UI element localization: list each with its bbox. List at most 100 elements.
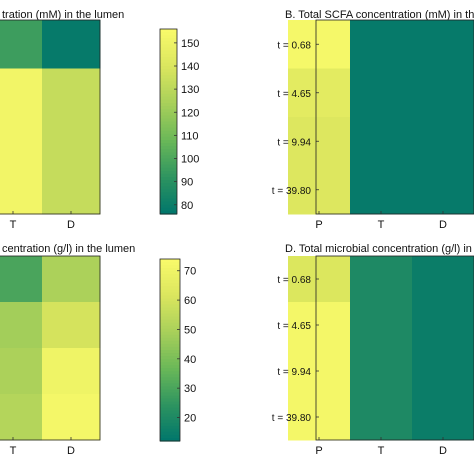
- panel-c-cell: [0, 348, 43, 395]
- panel-c-colorbar-segment: [160, 301, 180, 306]
- panel-c-colorbar-segment: [160, 289, 180, 293]
- panel-c-colorbar-segment: [160, 286, 180, 290]
- panel-a-colorbar-segment: [160, 81, 177, 86]
- panel-c-colorbar-segment: [160, 410, 180, 415]
- panel-a-colorbar-segment: [160, 106, 177, 110]
- panel-d-cell: [412, 348, 474, 395]
- panel-a-colorbar-segment: [160, 170, 177, 175]
- panel-c-colorbar-segment: [160, 368, 180, 372]
- panel-c-colorbar-frame: [159, 258, 181, 442]
- panel-c-colorbar-segment: [160, 353, 180, 357]
- panel-a-colorbar-segment: [160, 210, 177, 215]
- panel-c-colorbar-segment: [160, 413, 180, 418]
- panel-c-colorbar-segment: [160, 337, 180, 342]
- panel-b-cell: [412, 68, 474, 118]
- panel-c-colorbar-segment: [160, 389, 180, 394]
- panel-c-cell: [42, 394, 101, 441]
- panel-a-colorbar-segment: [160, 99, 177, 104]
- panel-c-cell: [42, 302, 101, 349]
- panel-a-colorbar-segment: [160, 201, 177, 206]
- panel-c-colorbar-segment: [160, 331, 180, 336]
- panel-c-colorbar-segment: [160, 313, 180, 318]
- panel-a-cell: [0, 20, 43, 69]
- panel-a-colorbar-segment: [160, 66, 177, 70]
- panel-a-colorbar-tick-label: 150: [181, 38, 199, 50]
- panel-c-colorbar-segment: [160, 334, 180, 339]
- panel-a-colorbar-segment: [160, 56, 177, 61]
- panel-a-colorbar-segment: [160, 180, 177, 184]
- panel-a-colorbar-segment: [160, 93, 177, 98]
- panel-c-colorbar-tick-label: 20: [184, 413, 196, 425]
- panel-a-colorbar-segment: [160, 32, 177, 36]
- panel-a-cell: [42, 165, 101, 215]
- panel-a-colorbar-segment: [160, 177, 177, 181]
- panel-c-colorbar-segment: [160, 401, 180, 406]
- panel-c-colorbar-segment: [160, 277, 180, 281]
- panel-c-colorbar-segment: [160, 343, 180, 348]
- panel-a-title: tration (mM) in the lumen: [2, 9, 124, 21]
- panel-c-colorbar-segment: [160, 362, 180, 366]
- panel-d-x-tick-label: P: [315, 445, 322, 457]
- panel-a-colorbar-segment: [160, 161, 177, 166]
- panel-c-colorbar-segment: [160, 425, 180, 430]
- panel-c-colorbar-segment: [160, 437, 180, 442]
- panel-b-x-tick-label: P: [315, 219, 322, 231]
- panel-a-colorbar-segment: [160, 121, 177, 126]
- panel-a-colorbar-segment: [160, 29, 177, 33]
- panel-c-title: centration (g/l) in the lumen: [2, 243, 135, 255]
- panel-a-colorbar-segment: [160, 47, 177, 52]
- panel-a-colorbar-segment: [160, 35, 177, 39]
- panel-c-colorbar-segment: [160, 340, 180, 345]
- panel-a-colorbar-segment: [160, 192, 177, 197]
- panel-c-colorbar-segment: [160, 319, 180, 324]
- panel-c-colorbar-segment: [160, 359, 180, 363]
- panel-a-colorbar-segment: [160, 112, 177, 116]
- panel-b-y-tick-label: t = 39.80: [272, 186, 312, 197]
- panel-a-colorbar-segment: [160, 53, 177, 58]
- panel-c-colorbar-segment: [160, 304, 180, 309]
- panel-a-colorbar-segment: [160, 149, 177, 153]
- panel-c-colorbar-segment: [160, 346, 180, 351]
- panel-c-cell: [42, 348, 101, 395]
- panel-a-cell: [0, 165, 43, 215]
- panel-b-title: B. Total SCFA concentration (mM) in the: [285, 9, 474, 21]
- panel-a-colorbar-segment: [160, 164, 177, 169]
- panel-c-colorbar-segment: [160, 416, 180, 421]
- panel-c-colorbar-tick-label: 60: [184, 295, 196, 307]
- panel-d-cell: [412, 256, 474, 303]
- panel-a-colorbar-segment: [160, 189, 177, 194]
- panel-a-frame: [0, 19, 101, 215]
- panel-b-cell: [350, 165, 413, 215]
- panel-c-colorbar-segment: [160, 392, 180, 397]
- panel-a-colorbar-segment: [160, 59, 177, 64]
- panel-c-colorbar-segment: [160, 350, 180, 354]
- panel-c-cell: [0, 394, 43, 441]
- panel-a-colorbar-segment: [160, 87, 177, 92]
- panel-a-colorbar-segment: [160, 72, 177, 76]
- panel-a-colorbar-tick-label: 130: [181, 84, 199, 96]
- panel-c-colorbar-segment: [160, 259, 180, 263]
- panel-a-colorbar-segment: [160, 115, 177, 120]
- panel-d-cell: [350, 256, 413, 303]
- panel-d-y-tick-label: t = 0.68: [277, 275, 311, 286]
- panel-c-cell: [0, 256, 43, 303]
- panel-a-colorbar-frame: [159, 28, 178, 215]
- panel-c-colorbar-segment: [160, 374, 180, 378]
- panel-a-colorbar-segment: [160, 195, 177, 200]
- panel-c-colorbar-tick-label: 30: [184, 383, 196, 395]
- panel-b-cell: [350, 68, 413, 118]
- panel-a-colorbar-segment: [160, 143, 177, 147]
- panel-a-colorbar-segment: [160, 133, 177, 138]
- panel-d-cell: [288, 256, 351, 303]
- panel-a-colorbar-segment: [160, 127, 177, 132]
- panel-b-cell: [288, 117, 351, 166]
- panel-a-colorbar-segment: [160, 140, 177, 144]
- panel-a-colorbar-segment: [160, 50, 177, 55]
- panel-a-colorbar-segment: [160, 41, 177, 46]
- panel-d-y-tick-label: t = 4.65: [277, 321, 311, 332]
- panel-a-x-tick-label: D: [67, 219, 75, 231]
- panel-d-y-tick-label: t = 39.80: [272, 413, 312, 424]
- panel-a-colorbar-segment: [160, 158, 177, 163]
- panel-c-colorbar-segment: [160, 328, 180, 333]
- panel-c-colorbar-segment: [160, 298, 180, 303]
